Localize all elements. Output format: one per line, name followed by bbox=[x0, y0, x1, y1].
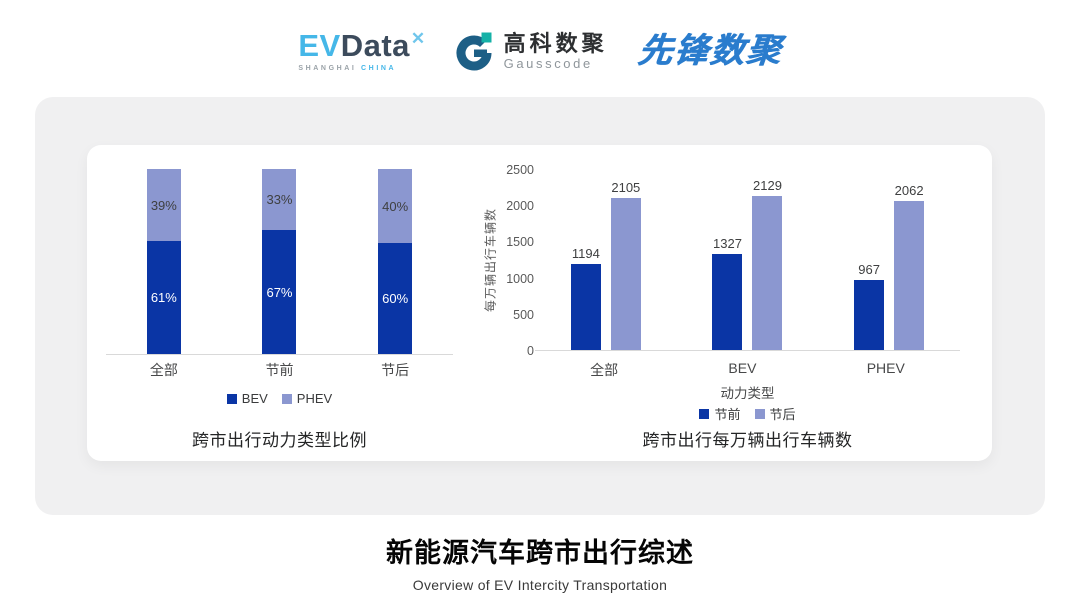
y-tick: 500 bbox=[513, 307, 534, 322]
x-category-labels: 全部 BEV PHEV bbox=[535, 360, 960, 380]
x-axis-label: 动力类型 bbox=[720, 386, 775, 401]
value-label: 967 bbox=[858, 262, 880, 277]
stacked-bar-column: 39% 61% bbox=[146, 169, 181, 354]
segment-label: 33% bbox=[266, 192, 293, 208]
header-logos: EVData✕ SHANGHAI CHINA 高科数聚 Gausscode 先锋… bbox=[0, 20, 1080, 82]
left-chart-title: 跨市出行动力类型比例 bbox=[192, 431, 367, 450]
segment-label: 40% bbox=[382, 198, 409, 214]
phev-segment: 39% bbox=[146, 169, 181, 242]
value-label: 2105 bbox=[611, 180, 641, 195]
phev-segment: 33% bbox=[262, 169, 297, 231]
legend: 节前 节后 bbox=[535, 404, 960, 423]
charts-panel: 39% 61% 33% 67% 40% 60% 全部 节前 节后 bbox=[35, 97, 1045, 515]
legend-item: BEV bbox=[226, 391, 268, 406]
pre-holiday-bar bbox=[570, 264, 601, 350]
value-label: 2129 bbox=[753, 178, 782, 193]
category-label: 全部 bbox=[590, 362, 619, 378]
y-axis-ticks: 0 500 1000 1500 2000 2500 bbox=[499, 163, 534, 358]
legend-label: 节后 bbox=[769, 407, 796, 422]
y-tick: 1000 bbox=[506, 271, 534, 286]
category-label: BEV bbox=[728, 360, 757, 376]
gausscode-text: 高科数聚 Gausscode bbox=[504, 31, 608, 71]
category-label: 节后 bbox=[381, 362, 410, 378]
footer: 新能源汽车跨市出行综述 Overview of EV Intercity Tra… bbox=[0, 531, 1080, 593]
stacked-bar-column: 40% 60% bbox=[378, 169, 413, 354]
value-label: 1194 bbox=[571, 246, 600, 261]
legend-swatch-bev bbox=[226, 393, 237, 404]
post-holiday-bar bbox=[752, 196, 783, 350]
page-subtitle: Overview of EV Intercity Transportation bbox=[412, 577, 668, 593]
legend-label: BEV bbox=[241, 391, 268, 406]
charts-card: 39% 61% 33% 67% 40% 60% 全部 节前 节后 bbox=[87, 145, 992, 461]
y-tick: 1500 bbox=[506, 235, 534, 250]
legend-item: 节后 bbox=[754, 404, 796, 423]
evdata-spark-icon: ✕ bbox=[410, 29, 426, 48]
pre-holiday-bar bbox=[712, 254, 743, 350]
bar-group: 967 2062 bbox=[854, 183, 925, 350]
segment-label: 67% bbox=[266, 284, 293, 300]
gausscode-g-icon bbox=[456, 32, 492, 71]
legend-swatch-post bbox=[754, 408, 765, 419]
evdata-logo: EVData✕ SHANGHAI CHINA bbox=[298, 28, 426, 72]
segment-label: 61% bbox=[150, 290, 177, 306]
category-label: PHEV bbox=[866, 360, 905, 376]
gausscode-cn-text: 高科数聚 bbox=[503, 31, 608, 57]
category-label: 全部 bbox=[149, 362, 178, 378]
legend-item: PHEV bbox=[281, 391, 333, 406]
post-holiday-bar bbox=[894, 201, 925, 350]
legend-label: PHEV bbox=[296, 391, 333, 406]
bar-with-value: 2062 bbox=[894, 183, 925, 350]
evdata-data-text: Data bbox=[340, 28, 410, 63]
evdata-shanghai-text: SHANGHAI bbox=[298, 65, 357, 72]
value-label: 1327 bbox=[713, 236, 742, 251]
bar-with-value: 967 bbox=[854, 262, 885, 350]
legend-label: 节前 bbox=[714, 407, 741, 422]
stacked-bar-column: 33% 67% bbox=[262, 169, 297, 354]
bar-group: 1194 2105 bbox=[570, 180, 641, 350]
bar-with-value: 1327 bbox=[712, 236, 743, 350]
y-axis-label: 每万辆出行车辆数 bbox=[483, 207, 498, 313]
phev-segment: 40% bbox=[378, 169, 413, 243]
legend-swatch-pre bbox=[699, 408, 710, 419]
evdata-subtitle: SHANGHAI CHINA bbox=[298, 65, 396, 72]
bev-segment: 61% bbox=[146, 241, 181, 354]
right-chart-title: 跨市出行每万辆出行车辆数 bbox=[642, 431, 853, 450]
segment-label: 60% bbox=[382, 291, 409, 306]
gausscode-en-text: Gausscode bbox=[503, 55, 593, 71]
stacked-bar-chart: 39% 61% 33% 67% 40% 60% 全部 节前 节后 bbox=[87, 145, 472, 461]
bar-with-value: 2105 bbox=[610, 180, 641, 350]
post-holiday-bar bbox=[610, 198, 641, 350]
legend: BEV PHEV bbox=[106, 391, 453, 406]
pre-holiday-bar bbox=[854, 280, 885, 350]
segment-label: 39% bbox=[150, 197, 177, 213]
grouped-bar-chart: 每万辆出行车辆数 0 500 1000 1500 2000 2500 1194 … bbox=[472, 145, 992, 461]
gausscode-logo: 高科数聚 Gausscode bbox=[455, 30, 608, 72]
bev-segment: 67% bbox=[262, 230, 297, 354]
xianfeng-shuju-logo: 先锋数聚 bbox=[635, 32, 784, 70]
y-tick: 2500 bbox=[506, 163, 534, 177]
bar-group: 1327 2129 bbox=[712, 178, 783, 350]
page-title: 新能源汽车跨市出行综述 bbox=[386, 538, 694, 568]
evdata-china-text: CHINA bbox=[361, 65, 397, 72]
evdata-wordmark: EVData✕ bbox=[298, 28, 426, 63]
bar-with-value: 2129 bbox=[752, 178, 783, 350]
legend-item: 节前 bbox=[699, 404, 741, 423]
legend-swatch-phev bbox=[281, 393, 292, 404]
value-label: 2062 bbox=[894, 183, 924, 198]
x-category-labels: 全部 节前 节后 bbox=[106, 360, 453, 380]
bar-with-value: 1194 bbox=[570, 246, 601, 350]
bev-segment: 60% bbox=[378, 243, 413, 354]
y-tick: 0 bbox=[527, 344, 534, 358]
stacked-bar-plot: 39% 61% 33% 67% 40% 60% bbox=[106, 169, 453, 355]
grouped-bar-plot: 1194 2105 1327 2129 967 2062 bbox=[535, 170, 960, 351]
category-label: 节前 bbox=[265, 362, 294, 378]
evdata-ev-text: EV bbox=[298, 28, 341, 63]
y-tick: 2000 bbox=[506, 199, 534, 214]
